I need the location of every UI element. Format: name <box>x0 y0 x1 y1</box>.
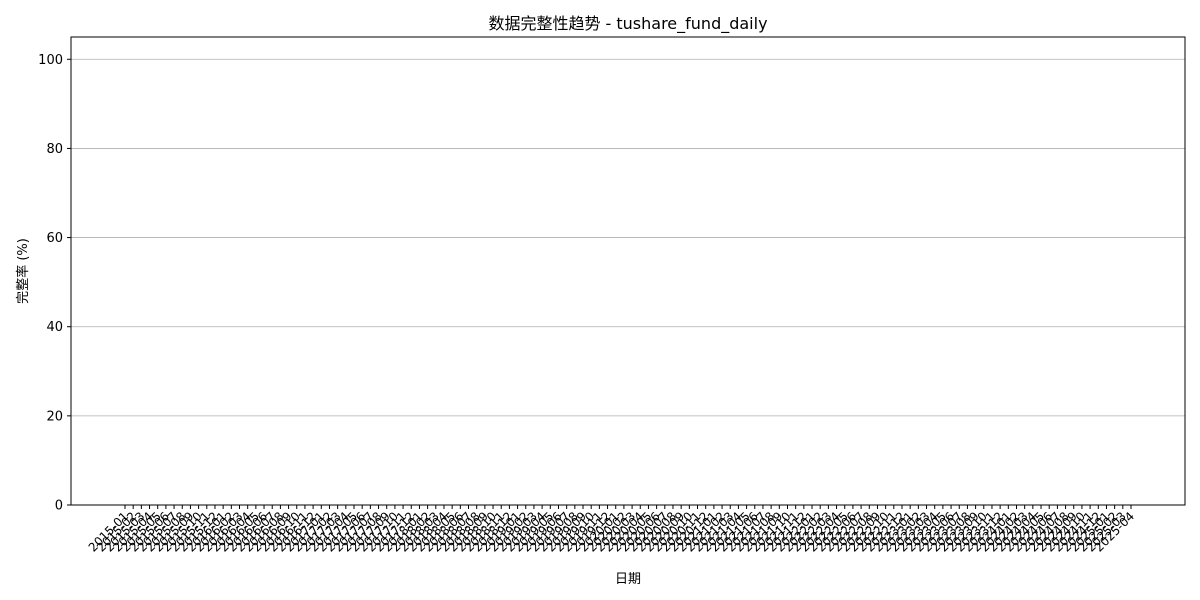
grid-lines <box>71 58 1185 417</box>
y-tick-label: 20 <box>46 409 63 424</box>
y-tick-label: 80 <box>46 142 63 157</box>
chart-title: 数据完整性趋势 - tushare_fund_daily <box>488 14 767 34</box>
y-tick-label: 0 <box>55 499 63 514</box>
y-tick-label: 100 <box>38 53 63 68</box>
y-tick-label: 60 <box>46 231 63 246</box>
y-axis-label: 完整率 (%) <box>15 238 31 304</box>
y-tick-label: 40 <box>46 320 63 335</box>
y-axis-ticks: 0 20 40 60 80 100 <box>38 53 71 514</box>
plot-frame <box>70 36 1186 506</box>
x-axis-label: 日期 <box>615 572 641 587</box>
x-axis-ticks: 2015-012015-022015-032015-042015-052015-… <box>86 505 1137 555</box>
